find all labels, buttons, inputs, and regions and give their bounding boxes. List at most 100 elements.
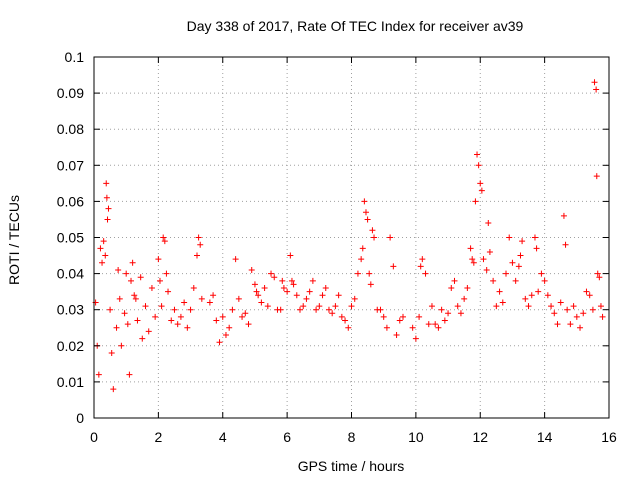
data-point — [562, 241, 569, 248]
data-point — [359, 245, 366, 252]
chart-title: Day 338 of 2017, Rate Of TEC Index for r… — [187, 18, 524, 34]
data-point — [128, 277, 135, 284]
data-point — [132, 295, 139, 302]
data-point — [594, 270, 601, 277]
data-point — [264, 303, 271, 310]
data-point — [110, 386, 117, 393]
data-point — [597, 303, 604, 310]
data-point — [100, 238, 107, 245]
data-point — [400, 313, 406, 320]
data-point — [219, 313, 226, 320]
data-point — [554, 321, 561, 328]
y-tick-label: 0.05 — [57, 230, 84, 246]
data-point — [194, 252, 200, 259]
data-point — [583, 288, 590, 295]
data-point — [377, 306, 384, 313]
y-tick-label: 0.1 — [65, 49, 85, 65]
data-point — [103, 194, 110, 201]
data-point — [551, 310, 558, 317]
data-point — [131, 292, 138, 299]
data-point — [475, 162, 482, 169]
data-point — [184, 324, 191, 331]
data-point — [390, 263, 397, 270]
data-point — [335, 292, 342, 299]
data-point — [121, 310, 128, 317]
data-point — [190, 285, 197, 292]
x-tick-label: 2 — [154, 429, 162, 445]
data-point — [181, 299, 188, 306]
data-point — [448, 285, 455, 292]
data-point — [251, 281, 258, 288]
data-point — [366, 270, 373, 277]
data-point — [369, 227, 376, 234]
data-point — [284, 288, 291, 295]
data-point — [478, 187, 485, 194]
data-point — [599, 313, 606, 320]
data-point — [472, 198, 479, 205]
data-point — [118, 342, 125, 349]
data-point — [115, 266, 122, 273]
data-point — [412, 335, 419, 342]
y-tick-label: 0.02 — [57, 338, 84, 354]
data-point — [107, 306, 114, 313]
data-point — [271, 274, 278, 281]
data-point — [428, 303, 435, 310]
data-point — [548, 303, 555, 310]
data-point — [155, 256, 162, 263]
data-point — [591, 79, 598, 86]
data-point — [95, 371, 102, 378]
data-point — [362, 209, 369, 216]
data-point — [306, 288, 313, 295]
data-point — [474, 151, 481, 158]
data-point — [160, 234, 167, 241]
data-point — [371, 234, 378, 241]
data-point — [277, 306, 284, 313]
x-tick-label: 10 — [408, 429, 424, 445]
data-point — [496, 288, 503, 295]
data-point — [422, 270, 429, 277]
data-point — [506, 234, 513, 241]
data-point — [358, 256, 365, 263]
data-point — [538, 270, 545, 277]
data-point — [387, 234, 394, 241]
data-point — [280, 285, 287, 292]
data-point — [197, 241, 204, 248]
data-point — [493, 303, 500, 310]
data-point — [156, 277, 163, 284]
x-tick-label: 8 — [348, 429, 356, 445]
data-point — [174, 321, 181, 328]
data-point — [461, 295, 468, 302]
data-point — [409, 324, 416, 331]
data-point — [596, 274, 603, 281]
data-point — [573, 313, 580, 320]
y-tick-label: 0.04 — [57, 266, 84, 282]
data-point — [519, 238, 526, 245]
data-point — [325, 306, 332, 313]
data-point — [417, 263, 424, 270]
data-point — [206, 299, 213, 306]
data-point — [165, 288, 172, 295]
data-point — [348, 303, 355, 310]
data-point — [499, 299, 506, 306]
y-tick-label: 0.07 — [57, 157, 84, 173]
x-tick-label: 0 — [90, 429, 98, 445]
data-point — [113, 324, 120, 331]
data-point — [342, 317, 349, 324]
axis-ticks — [93, 56, 610, 419]
data-point — [261, 285, 268, 292]
data-point — [99, 259, 106, 266]
data-point — [137, 274, 144, 281]
data-point — [464, 285, 471, 292]
x-tick-label: 6 — [283, 429, 291, 445]
data-point — [517, 252, 524, 259]
data-point — [490, 277, 497, 284]
data-point — [425, 321, 432, 328]
data-point — [104, 216, 111, 223]
data-point — [198, 295, 205, 302]
data-point — [195, 234, 202, 241]
data-point — [457, 310, 464, 317]
data-point — [145, 328, 152, 335]
data-point — [544, 292, 551, 299]
data-point — [134, 317, 141, 324]
data-point — [288, 277, 295, 284]
